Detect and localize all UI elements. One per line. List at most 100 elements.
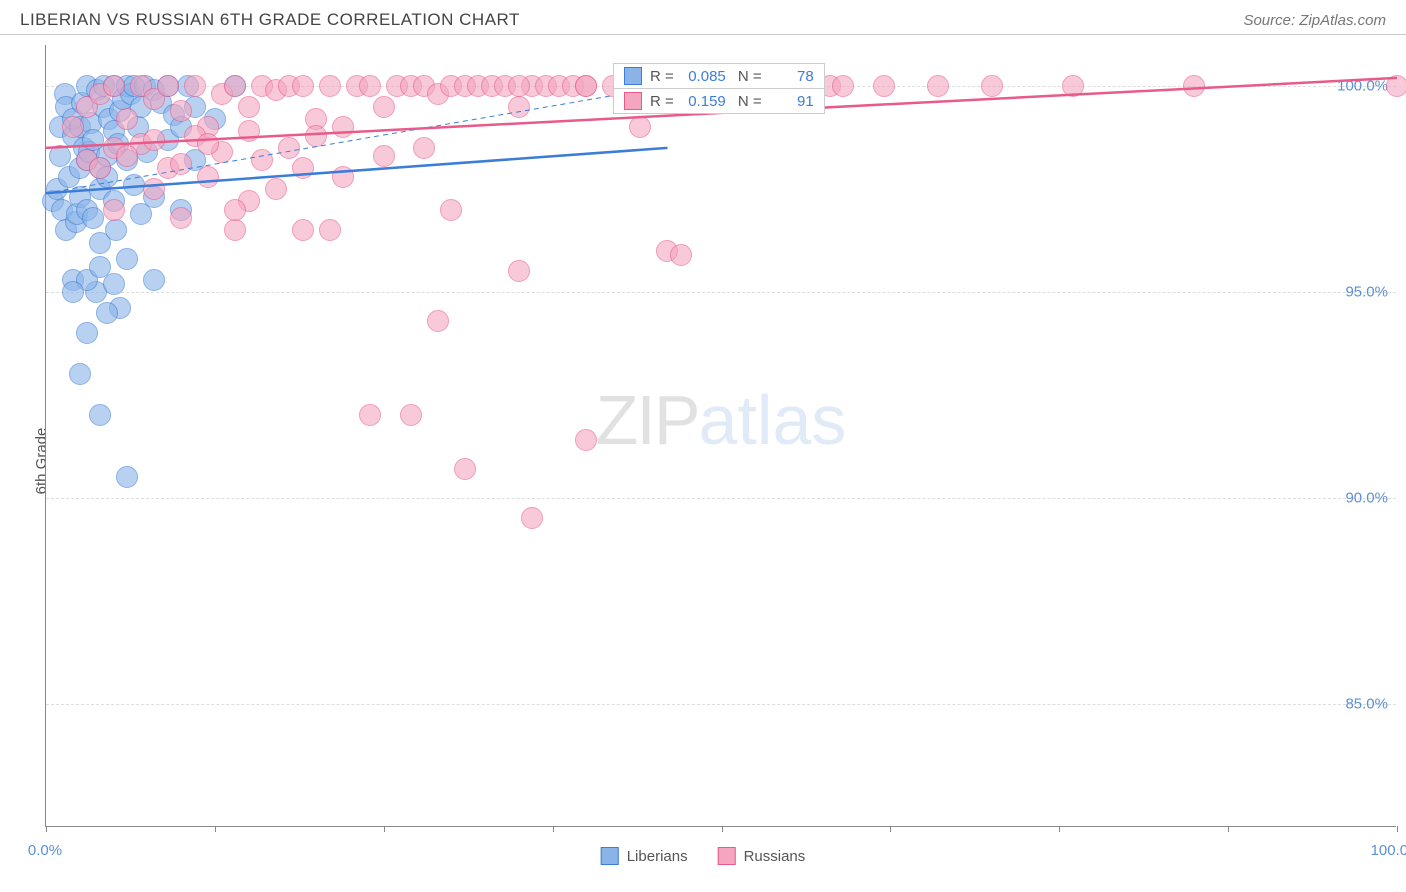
scatter-point	[508, 96, 530, 118]
scatter-point	[670, 244, 692, 266]
gridline-h	[46, 292, 1396, 293]
legend-swatch	[624, 67, 642, 85]
trendlines	[46, 45, 1396, 826]
xtick	[722, 826, 723, 832]
legend-swatch	[718, 847, 736, 865]
scatter-point	[400, 404, 422, 426]
scatter-point	[238, 120, 260, 142]
scatter-point	[251, 149, 273, 171]
scatter-point	[103, 199, 125, 221]
stat-n-value: 91	[770, 93, 814, 110]
ytick-label: 100.0%	[1337, 78, 1388, 95]
scatter-point	[89, 157, 111, 179]
scatter-point	[508, 75, 530, 97]
scatter-point	[116, 145, 138, 167]
scatter-point	[116, 108, 138, 130]
chart-header: LIBERIAN VS RUSSIAN 6TH GRADE CORRELATIO…	[0, 0, 1406, 35]
scatter-point	[359, 404, 381, 426]
legend-stats-row: R =0.159 N =91	[614, 88, 824, 113]
scatter-point	[332, 116, 354, 138]
scatter-point	[359, 75, 381, 97]
stat-n-value: 78	[770, 68, 814, 85]
scatter-point	[278, 137, 300, 159]
scatter-point	[1386, 75, 1406, 97]
scatter-point	[575, 75, 597, 97]
bottom-legend: Liberians Russians	[601, 847, 806, 865]
xtick	[890, 826, 891, 832]
scatter-point	[305, 125, 327, 147]
ytick-label: 90.0%	[1345, 489, 1388, 506]
legend-item: Liberians	[601, 847, 688, 865]
watermark-zip: ZIP	[596, 381, 699, 459]
scatter-point	[265, 178, 287, 200]
chart-source: Source: ZipAtlas.com	[1243, 12, 1386, 29]
scatter-point	[373, 145, 395, 167]
scatter-point	[49, 145, 71, 167]
scatter-point	[832, 75, 854, 97]
legend-swatch	[601, 847, 619, 865]
scatter-point	[224, 75, 246, 97]
scatter-point	[292, 75, 314, 97]
scatter-point	[143, 269, 165, 291]
scatter-point	[96, 302, 118, 324]
xtick	[46, 826, 47, 832]
xtick	[1228, 826, 1229, 832]
watermark-atlas: atlas	[699, 381, 847, 459]
stat-r-value: 0.159	[682, 93, 726, 110]
legend-swatch	[624, 92, 642, 110]
scatter-point	[197, 166, 219, 188]
scatter-point	[238, 96, 260, 118]
legend-stats-row: R = 0.085 N = 78	[614, 64, 824, 88]
stat-r-value: 0.085	[682, 68, 726, 85]
scatter-point	[440, 199, 462, 221]
scatter-point	[157, 75, 179, 97]
xtick	[553, 826, 554, 832]
scatter-point	[89, 404, 111, 426]
scatter-point	[521, 507, 543, 529]
scatter-point	[413, 137, 435, 159]
stat-n-label: N =	[734, 93, 762, 110]
scatter-point	[319, 219, 341, 241]
scatter-point	[62, 116, 84, 138]
scatter-point	[69, 363, 91, 385]
scatter-point	[170, 207, 192, 229]
stat-r-label: R =	[650, 68, 674, 85]
gridline-h	[46, 704, 1396, 705]
scatter-point	[116, 466, 138, 488]
xtick	[215, 826, 216, 832]
scatter-point	[373, 96, 395, 118]
scatter-point	[170, 153, 192, 175]
scatter-point	[454, 458, 476, 480]
scatter-point	[184, 75, 206, 97]
xtick-label: 100.0%	[1371, 842, 1406, 859]
scatter-point	[143, 178, 165, 200]
watermark: ZIPatlas	[596, 380, 847, 460]
xtick	[384, 826, 385, 832]
legend-label: Russians	[744, 848, 806, 865]
scatter-point	[292, 157, 314, 179]
scatter-point	[1183, 75, 1205, 97]
scatter-point	[1062, 75, 1084, 97]
xtick	[1397, 826, 1398, 832]
scatter-point	[116, 248, 138, 270]
ytick-label: 95.0%	[1345, 283, 1388, 300]
scatter-point	[170, 100, 192, 122]
scatter-point	[103, 273, 125, 295]
scatter-point	[873, 75, 895, 97]
scatter-point	[508, 260, 530, 282]
scatter-plot: ZIPatlas 85.0% 90.0% 95.0% 100.0% R = 0.085 N…	[45, 45, 1396, 827]
scatter-point	[103, 75, 125, 97]
legend-label: Liberians	[627, 848, 688, 865]
xtick-label: 0.0%	[28, 842, 62, 859]
ytick-label: 85.0%	[1345, 695, 1388, 712]
scatter-point	[224, 199, 246, 221]
scatter-point	[629, 116, 651, 138]
scatter-point	[575, 429, 597, 451]
gridline-h	[46, 498, 1396, 499]
stat-n-label: N =	[734, 68, 762, 85]
scatter-point	[143, 129, 165, 151]
scatter-point	[62, 281, 84, 303]
scatter-point	[105, 219, 127, 241]
chart-title: LIBERIAN VS RUSSIAN 6TH GRADE CORRELATIO…	[20, 10, 520, 30]
scatter-point	[82, 207, 104, 229]
